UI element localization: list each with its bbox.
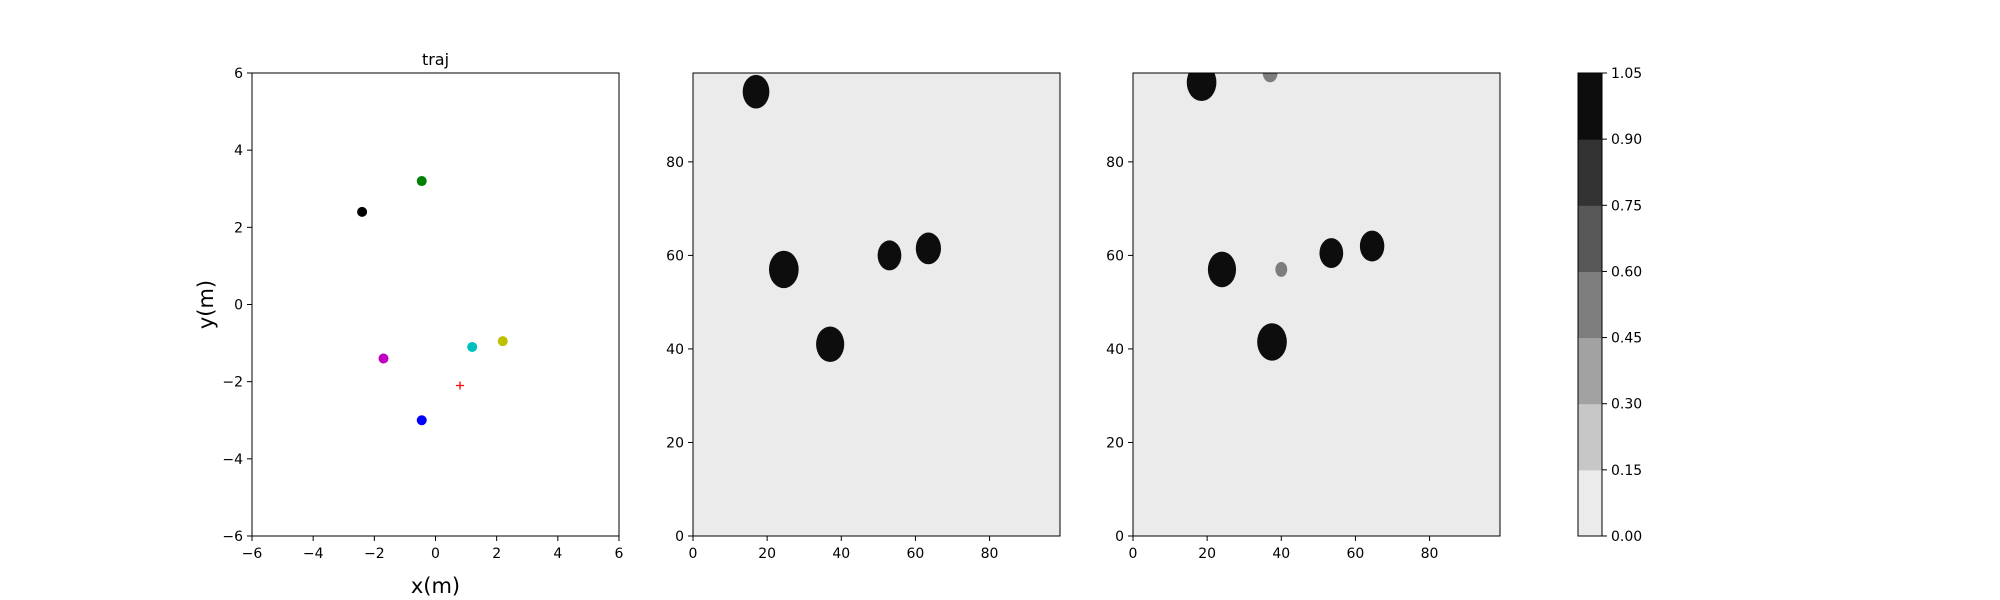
colorbar-segment: [1578, 271, 1602, 339]
colorbar: 0.00 0.15 0.30 0.45 0.60 0.75 0.90 1.05: [1577, 66, 1642, 545]
y-tick-label: 4: [234, 143, 243, 159]
x-tick-label: 40: [1272, 546, 1290, 562]
y-tick-label: 6: [234, 66, 243, 82]
y-tick-label: 40: [666, 342, 684, 358]
y-tick-label: 60: [1106, 248, 1124, 264]
y-tick-label: 20: [1106, 435, 1124, 451]
agent-point: [357, 206, 368, 217]
obstacle-blob: [1207, 251, 1237, 288]
heatmap-background: [1133, 73, 1500, 536]
y-axis-label: y(m): [194, 280, 218, 329]
y-tick-label: 2: [234, 220, 243, 236]
obstacle-blob: [816, 326, 845, 363]
y-tick-label: 80: [666, 155, 684, 171]
colorbar-tick-label: 1.05: [1611, 66, 1642, 82]
plot-area: [252, 73, 619, 536]
agent-point: [497, 336, 508, 347]
obstacle-blob: [1319, 238, 1344, 269]
colorbar-segment: [1578, 205, 1602, 272]
x-tick-label: −6: [242, 546, 263, 562]
x-tick-label: 6: [615, 546, 624, 562]
axes-frame: [251, 72, 620, 537]
y-tick-label: 80: [1106, 155, 1124, 171]
colorbar-frame: [1577, 72, 1603, 537]
colorbar-tick-label: 0.45: [1611, 331, 1642, 347]
x-tick-label: 0: [431, 546, 440, 562]
agent-point: [378, 353, 389, 364]
obstacle-blob: [1275, 261, 1288, 277]
x-tick-label: −2: [364, 546, 385, 562]
y-tick-label: 0: [1115, 529, 1124, 545]
obstacle-blob: [915, 232, 942, 265]
agent-point: [416, 176, 427, 187]
target-marker: [455, 381, 464, 390]
x-tick-label: 0: [1129, 546, 1138, 562]
colorbar-tick-label: 0.75: [1611, 198, 1642, 214]
x-tick-label: 80: [1421, 546, 1439, 562]
obstacle-blob: [1186, 73, 1217, 102]
obstacle-blob: [1262, 73, 1278, 83]
y-tick-label: 60: [666, 248, 684, 264]
x-tick-label: 20: [758, 546, 776, 562]
colorbar-tick-label: 0.00: [1611, 529, 1642, 545]
y-tick-label: 20: [666, 435, 684, 451]
y-tick-label: −6: [222, 529, 243, 545]
colorbar-segment: [1578, 469, 1602, 537]
obstacle-blob: [1359, 230, 1385, 262]
obstacle-blob: [1257, 323, 1287, 361]
agent-point: [467, 341, 478, 352]
heatmap-background: [693, 73, 1060, 536]
y-tick-label: 0: [234, 298, 243, 314]
agent-point: [416, 415, 427, 426]
x-tick-label: 60: [907, 546, 925, 562]
colorbar-segment: [1578, 403, 1602, 471]
obstacle-group: [742, 74, 942, 363]
trajectory-plot: −6 −4 −2 0 2 4 6 −6 −4 −2 0 2 4 6 traj x(m) y(m): [194, 50, 624, 598]
axes-frame: [692, 72, 1061, 537]
x-tick-label: 4: [553, 546, 562, 562]
colorbar-tick-label: 0.90: [1611, 132, 1642, 148]
x-tick-label: −4: [303, 546, 324, 562]
occupancy-map-right: 0 20 40 60 80 0 20 40 60 80: [1106, 72, 1501, 562]
colorbar-tick-label: 0.30: [1611, 397, 1642, 413]
y-tick-label: −4: [222, 452, 243, 468]
obstacle-blob: [742, 74, 770, 109]
x-tick-label: 0: [689, 546, 698, 562]
x-tick-label: 40: [832, 546, 850, 562]
colorbar-segment: [1578, 337, 1602, 405]
x-tick-label: 20: [1198, 546, 1216, 562]
colorbar-segment: [1578, 73, 1602, 140]
y-tick-label: −2: [222, 375, 243, 391]
obstacle-blob: [768, 250, 799, 289]
y-tick-label: 0: [675, 529, 684, 545]
y-tick-label: 40: [1106, 342, 1124, 358]
obstacle-group: [1186, 73, 1385, 361]
x-tick-label: 2: [492, 546, 501, 562]
obstacle-blob: [877, 240, 902, 271]
panel-title: traj: [422, 50, 449, 69]
x-tick-label: 60: [1347, 546, 1365, 562]
occupancy-map-left: 0 20 40 60 80 0 20 40 60 80: [666, 72, 1061, 562]
colorbar-tick-label: 0.15: [1611, 463, 1642, 479]
axes-frame: [1132, 72, 1501, 537]
x-tick-label: 80: [981, 546, 999, 562]
colorbar-segment: [1578, 139, 1602, 206]
x-axis-label: x(m): [411, 574, 460, 598]
colorbar-tick-label: 0.60: [1611, 264, 1642, 280]
